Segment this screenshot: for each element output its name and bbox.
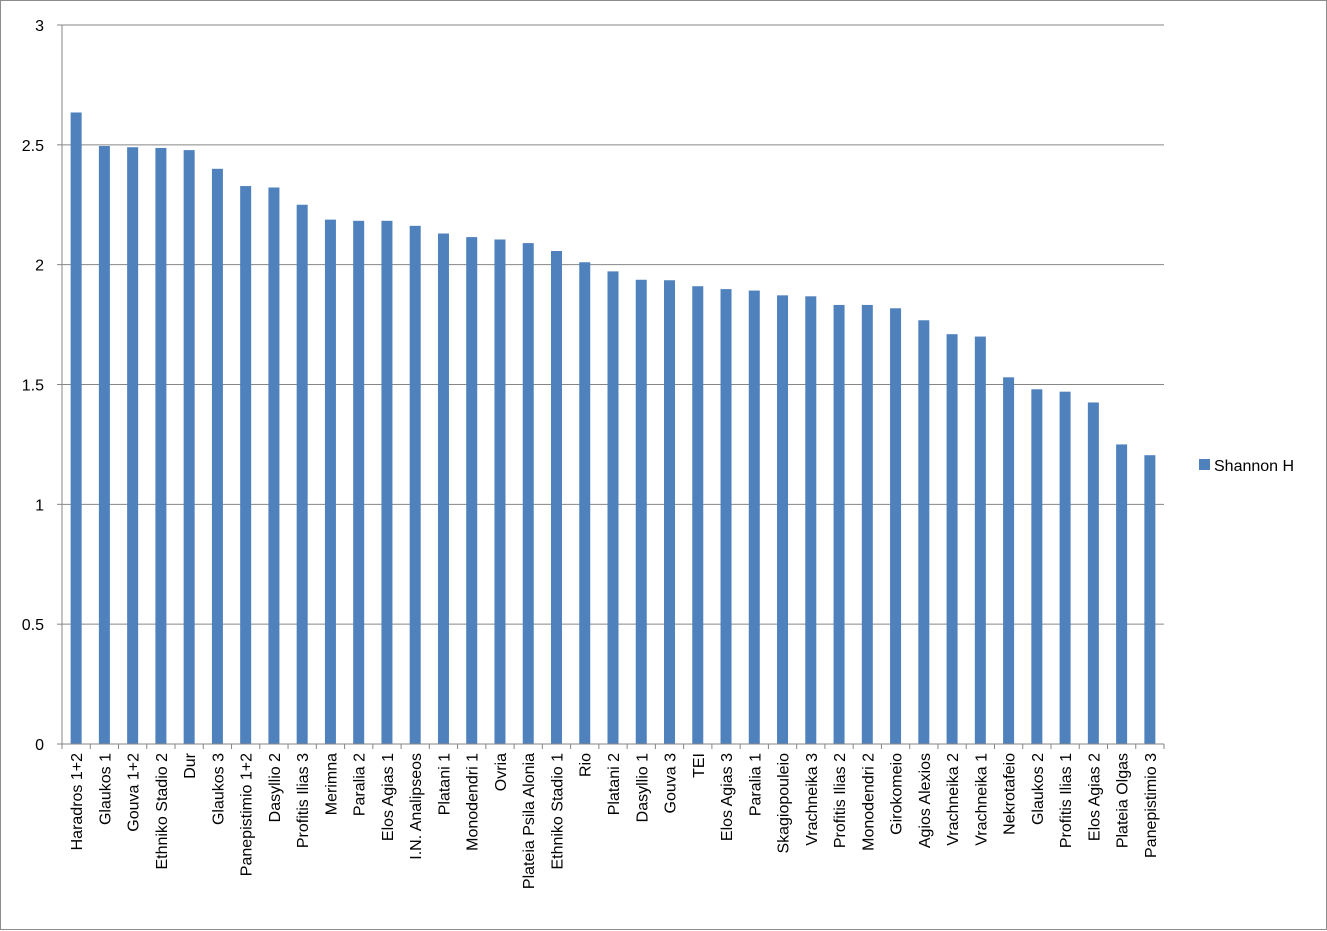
x-tick-label: Panepistimio 3	[1143, 753, 1160, 858]
bar	[409, 225, 421, 744]
bar	[240, 186, 252, 744]
x-tick-label: Nekrotafeio	[1002, 753, 1019, 835]
axes	[61, 25, 1165, 749]
bars	[70, 112, 1156, 745]
bar	[550, 251, 562, 744]
x-tick-label: Vrachneika 1	[973, 753, 990, 846]
bar	[805, 296, 817, 744]
y-tick-label: 1	[35, 497, 44, 514]
x-tick-label: Paralia 2	[352, 753, 369, 816]
bar	[777, 295, 789, 744]
y-tick-label: 0	[35, 737, 44, 754]
bar	[890, 308, 902, 744]
bar	[692, 286, 704, 744]
y-tick-label: 3	[35, 18, 44, 35]
x-tick-label: Plateia Psila Alonia	[521, 753, 538, 889]
bar	[353, 220, 365, 744]
x-tick-label: Elos Agias 1	[380, 753, 397, 841]
x-tick-label: Vrachneika 3	[804, 753, 821, 846]
x-tick-label: Monodendri 2	[860, 753, 877, 851]
x-tick-label: Glaukos 2	[1030, 753, 1047, 825]
x-tick-label: Skagiopouleio	[776, 753, 793, 854]
x-tick-label: Dur	[182, 752, 199, 778]
bar	[1087, 402, 1099, 744]
bar	[437, 233, 449, 744]
x-tick-label: Agios Alexios	[917, 753, 934, 848]
x-tick-label: Gouva 1+2	[126, 753, 143, 832]
y-tick-label: 2.5	[22, 138, 44, 155]
x-tick-label: Platani 1	[436, 753, 453, 815]
bar	[1059, 391, 1071, 744]
x-tick-label: Vrachneika 2	[945, 753, 962, 846]
bar	[183, 150, 195, 744]
bar	[579, 262, 591, 744]
bar	[1031, 389, 1043, 744]
bar	[748, 290, 760, 744]
bar	[522, 243, 534, 744]
bar	[1116, 444, 1128, 744]
x-axis-labels: Haradros 1+2 Glaukos 1 Gouva 1+2 Ethniko St…	[69, 752, 1160, 889]
x-tick-label: Gouva 3	[663, 753, 680, 814]
x-tick-label: Girokomeio	[889, 753, 906, 835]
bar	[127, 147, 139, 745]
legend-swatch	[1199, 459, 1210, 470]
bar	[720, 289, 732, 744]
bar	[1144, 455, 1156, 744]
x-tick-label: Elos Agias 2	[1086, 753, 1103, 841]
bar	[494, 239, 506, 745]
x-tick-label: Ethniko Stadio 2	[154, 753, 171, 870]
bar	[833, 304, 845, 744]
x-tick-label: Platani 2	[606, 753, 623, 815]
bar	[607, 271, 619, 744]
x-tick-label: Ethniko Stadio 1	[549, 753, 566, 870]
bar	[268, 187, 280, 744]
x-tick-label: Profitis Ilias 2	[832, 753, 849, 848]
x-tick-label: Dasyllio 2	[267, 753, 284, 822]
x-tick-label: Monodendri 1	[465, 753, 482, 851]
x-tick-label: Dasyllio 1	[634, 753, 651, 822]
x-tick-label: Profitis Ilias 1	[1058, 753, 1075, 848]
y-tick-label: 0.5	[22, 617, 44, 634]
y-tick-label: 1.5	[22, 378, 44, 395]
bar	[861, 304, 873, 744]
x-tick-label: Elos Agias 3	[719, 753, 736, 841]
x-tick-label: I.N. Analipseos	[408, 753, 425, 860]
x-tick-label: Profitis Ilias 3	[295, 753, 312, 848]
y-axis-ticks: 0 0.5 1 1.5 2 2.5 3	[22, 18, 62, 754]
bar	[211, 168, 223, 745]
bar	[664, 280, 676, 744]
bar	[466, 237, 478, 745]
bar	[635, 279, 647, 744]
bar	[918, 320, 930, 744]
x-tick-label: Glaukos 3	[210, 753, 227, 825]
x-tick-label: Haradros 1+2	[69, 753, 86, 850]
x-tick-label: Paralia 1	[747, 753, 764, 816]
x-tick-label: Plateia Olgas	[1115, 753, 1132, 848]
x-tick-label: Merimna	[323, 753, 340, 815]
bar	[946, 334, 958, 744]
x-tick-label: Panepistimio 1+2	[239, 753, 256, 876]
y-tick-label: 2	[35, 258, 44, 275]
bar	[155, 147, 167, 745]
bar	[1003, 377, 1015, 744]
x-tick-label: Glaukos 1	[97, 753, 114, 825]
bar	[98, 146, 110, 744]
x-tick-label: Ovria	[493, 753, 510, 791]
legend: Shannon H	[1199, 458, 1294, 475]
bar	[324, 219, 336, 745]
bar	[296, 204, 308, 744]
bar	[974, 336, 986, 744]
bar	[70, 112, 82, 744]
bar	[381, 220, 393, 744]
legend-label: Shannon H	[1214, 458, 1294, 475]
x-tick-label: TEI	[691, 753, 708, 778]
x-tick-label: Rio	[578, 753, 595, 777]
